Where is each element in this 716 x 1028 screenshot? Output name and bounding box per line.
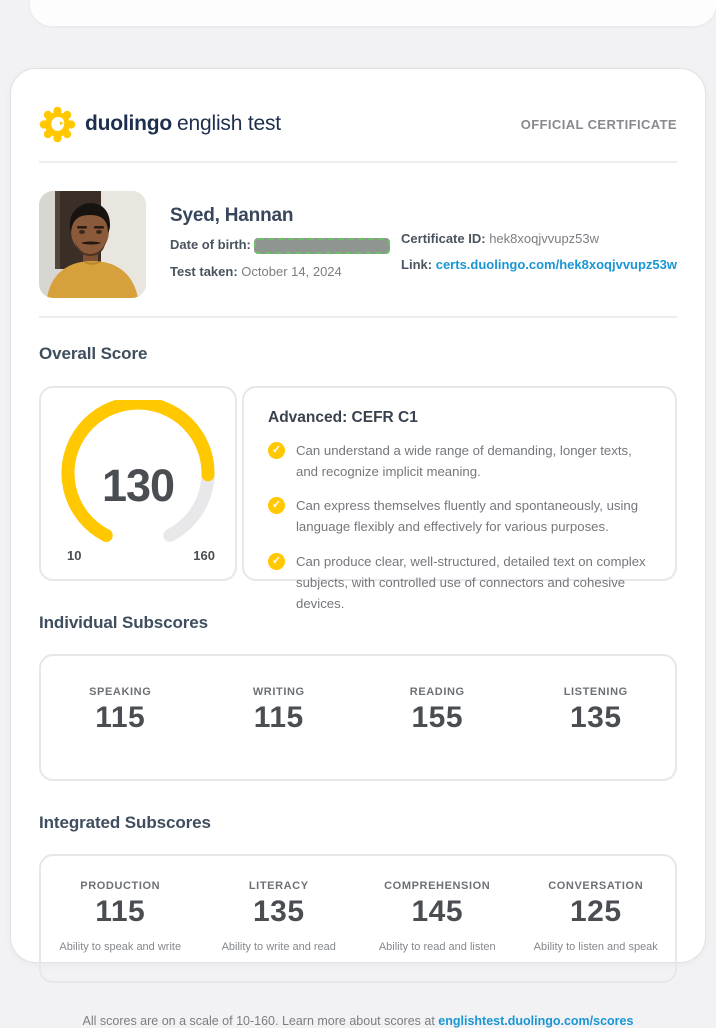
scale-max-label: 160 [193,548,215,563]
subscore-reading: READING 155 [358,686,517,735]
scores-info-link[interactable]: englishtest.duolingo.com/scores [438,1014,634,1028]
divider [39,316,677,318]
scale-min-label: 10 [67,548,82,563]
individual-subscores-panel: SPEAKING 115 WRITING 115 READING 155 LIS… [39,654,677,781]
score-gauge-panel: 130 10 160 [39,386,237,581]
subscore-label: COMPREHENSION [384,880,491,892]
subscore-value: 145 [411,895,464,928]
subscore-label: READING [409,686,465,698]
cefr-bullet-text: Can produce clear, well-structured, deta… [296,553,646,611]
dob-redaction-box [253,237,390,254]
subscore-description: Ability to read and listen [378,941,496,953]
cefr-bullet-text: Can express themselves fluently and spon… [296,498,639,535]
candidate-photo [39,191,146,298]
subscore-label: WRITING [252,686,305,698]
link-row: Link: certs.duolingo.com/hek8xoqjvvupz53… [401,257,677,272]
subscore-production: PRODUCTION 115 Ability to speak and writ… [41,880,200,953]
individual-subscores-heading: Individual Subscores [39,613,208,632]
cefr-description-panel: Advanced: CEFR C1 ✓ Can understand a wid… [242,386,677,611]
certificate-id-value: hek8xoqjvvupz53w [489,231,600,246]
duolingo-sun-logo-icon [39,106,76,142]
test-taken-label: Test taken: [170,263,238,279]
subscore-label: PRODUCTION [80,880,161,892]
certificate-id-row: Certificate ID: hek8xoqjvvupz53w [401,231,677,246]
brand-product: english test [177,112,281,135]
footer-text: All scores are on a scale of 10-160. Lea… [82,1014,439,1028]
check-icon: ✓ [268,552,285,570]
subscore-literacy: LITERACY 135 Ability to write and read [200,880,359,953]
subscore-value: 115 [95,701,146,734]
overall-score-value: 130 [101,460,175,511]
subscore-label: CONVERSATION [548,880,644,892]
subscore-speaking: SPEAKING 115 [41,686,200,735]
brand-name: duolingo [85,112,173,135]
gauge-arc-fill [61,400,215,542]
integrated-subscores-panel: PRODUCTION 115 Ability to speak and writ… [39,854,677,983]
profile-section: Syed, Hannan Date of birth: Test taken: … [39,191,677,298]
certificate-header: duolingo english test OFFICIAL CERTIFICAT… [39,105,677,143]
dob-label: Date of birth: [170,237,251,252]
divider [39,161,677,163]
certificate-card: duolingo english test OFFICIAL CERTIFICAT… [10,68,706,1028]
cefr-bullet: ✓ Can understand a wide range of demandi… [268,440,651,482]
brand-wordmark: duolingo english test [85,112,281,136]
profile-right-column: Certificate ID: hek8xoqjvvupz53w Link: c… [401,191,677,298]
cefr-bullet: ✓ Can express themselves fluently and sp… [268,495,651,537]
subscore-description: Ability to listen and speak [533,941,658,953]
subscore-label: LISTENING [563,686,628,698]
cefr-bullet-text: Can understand a wide range of demanding… [296,443,632,480]
subscore-conversation: CONVERSATION 125 Ability to listen and s… [517,880,676,953]
subscore-value: 135 [569,701,622,734]
footer-note: All scores are on a scale of 10-160. Lea… [39,1014,677,1028]
overall-score-section: 130 10 160 Advanced: CEFR C1 ✓ Can under… [39,386,677,611]
score-gauge-icon [61,400,215,542]
candidate-name: Syed, Hannan [170,205,294,226]
test-taken-value: October 14, 2024 [241,263,342,279]
certificate-link[interactable]: certs.duolingo.com/hek8xoqjvvupz53w [435,257,677,272]
subscore-writing: WRITING 115 [200,686,359,735]
subscore-value: 115 [253,701,304,734]
certificate-id-label: Certificate ID: [401,231,486,246]
subscore-listening: LISTENING 135 [517,686,676,735]
subscore-label: SPEAKING [89,686,152,698]
check-icon: ✓ [268,442,285,459]
profile-left-column: Syed, Hannan Date of birth: Test taken: … [170,191,401,298]
subscore-value: 135 [252,895,305,928]
overall-score-heading: Overall Score [39,344,148,363]
brand: duolingo english test [39,106,281,143]
test-taken-row: Test taken: October 14, 2024 [170,264,401,279]
subscore-comprehension: COMPREHENSION 145 Ability to read and li… [358,880,517,953]
subscore-value: 155 [411,701,464,734]
subscore-value: 115 [95,895,146,928]
integrated-subscores-heading: Integrated Subscores [39,813,211,832]
link-label: Link: [401,257,433,272]
official-certificate-label: OFFICIAL CERTIFICATE [520,116,677,132]
check-icon: ✓ [268,497,285,515]
subscore-description: Ability to write and read [221,941,336,953]
dob-row: Date of birth: [170,237,401,254]
previous-card-edge [30,0,716,26]
cefr-bullet: ✓ Can produce clear, well-structured, de… [268,551,651,614]
subscore-label: LITERACY [248,880,309,892]
subscore-description: Ability to speak and write [59,941,182,953]
subscore-value: 125 [569,895,622,928]
cefr-level-heading: Advanced: CEFR C1 [268,409,418,426]
